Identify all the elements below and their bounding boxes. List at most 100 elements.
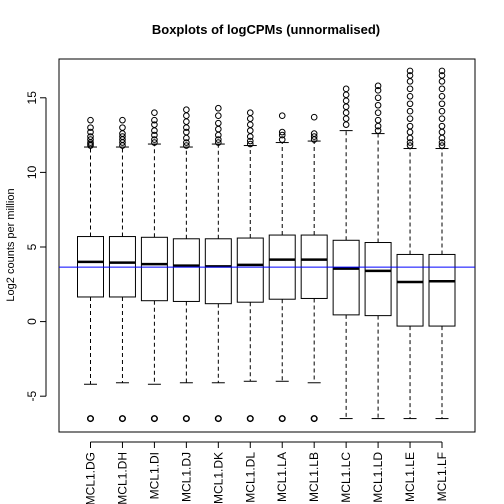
box-rect	[428, 253, 456, 327]
outlier-point	[438, 139, 446, 146]
outlier-point	[183, 118, 190, 125]
box-MCL1.DH	[108, 116, 136, 423]
outlier-point	[119, 124, 126, 131]
outlier-point	[342, 85, 350, 93]
outlier-point	[86, 415, 94, 423]
box-rect	[236, 237, 264, 303]
outlier-point	[118, 415, 126, 423]
boxes-group	[77, 67, 456, 423]
outlier-point	[374, 101, 382, 109]
outlier-point	[406, 107, 414, 115]
outlier-point	[215, 139, 222, 146]
outlier-point	[151, 136, 158, 143]
outlier-point	[438, 115, 446, 122]
outlier-point	[215, 136, 222, 143]
box-MCL1.DL	[236, 109, 264, 423]
outlier-point	[342, 91, 350, 99]
outlier-point	[246, 415, 254, 423]
box-MCL1.DK	[204, 104, 232, 423]
outlier-point	[406, 67, 414, 75]
outlier-point	[87, 133, 94, 140]
outlier-point	[406, 85, 414, 93]
outlier-point	[119, 116, 126, 124]
outlier-point	[246, 115, 254, 122]
outlier-point	[87, 116, 94, 124]
outlier-point	[310, 130, 318, 137]
y-tick-label: 0	[25, 318, 39, 325]
outlier-point	[183, 139, 190, 146]
box-MCL1.DG	[77, 116, 104, 423]
outlier-point	[246, 109, 254, 117]
outlier-point	[151, 131, 158, 139]
outlier-point	[438, 85, 446, 93]
outlier-point	[406, 128, 414, 136]
outlier-point	[438, 93, 446, 100]
box-rect	[364, 242, 392, 317]
outlier-point	[246, 137, 254, 145]
outlier-point	[438, 128, 446, 136]
box-MCL1.LD	[364, 82, 392, 420]
plot-frame	[58, 58, 476, 433]
y-tick-label: -5	[25, 391, 39, 402]
x-tick-label: MCL1.LC	[339, 452, 353, 503]
outlier-point	[342, 109, 350, 117]
outlier-point	[438, 72, 446, 79]
box-MCL1.LB	[300, 113, 328, 423]
outlier-point	[374, 116, 382, 124]
outlier-point	[151, 116, 158, 124]
outlier-point	[151, 121, 158, 128]
outlier-point	[374, 127, 382, 134]
outlier-point	[374, 94, 382, 102]
outlier-point	[406, 72, 414, 79]
outlier-point	[87, 136, 94, 143]
y-axis: -5 0 5 10 15	[25, 91, 47, 402]
outlier-point	[119, 133, 126, 140]
x-tick-label: MCL1.DH	[115, 452, 129, 504]
outlier-point	[215, 119, 222, 127]
chart-title: Boxplots of logCPMs (unnormalised)	[152, 22, 380, 37]
x-tick-label: MCL1.LD	[371, 452, 385, 503]
outlier-point	[406, 115, 414, 122]
box-rect	[396, 253, 424, 327]
outlier-point	[406, 78, 414, 85]
outlier-point	[150, 415, 158, 423]
box-MCL1.DI	[140, 109, 168, 423]
x-tick-label: MCL1.LA	[275, 452, 289, 502]
outlier-point	[246, 127, 254, 134]
x-tick-label: MCL1.DG	[84, 452, 98, 504]
outlier-point	[406, 122, 414, 130]
outlier-point	[438, 67, 446, 75]
box-MCL1.LE	[396, 67, 424, 420]
box-rect	[140, 236, 168, 302]
outlier-point	[278, 128, 286, 136]
outlier-point	[183, 112, 190, 119]
x-tick-label: MCL1.DI	[147, 452, 161, 499]
outlier-point	[87, 128, 94, 136]
outlier-point	[278, 136, 286, 143]
outlier-point	[182, 415, 190, 423]
x-tick-label: MCL1.DK	[211, 452, 225, 504]
outlier-point	[438, 142, 446, 149]
outlier-point	[374, 87, 382, 94]
outlier-point	[438, 122, 446, 130]
outlier-point	[87, 124, 94, 131]
outlier-point	[310, 415, 318, 423]
outlier-point	[215, 125, 222, 133]
x-tick-label: MCL1.LF	[435, 452, 449, 501]
outlier-point	[151, 139, 158, 146]
x-tick-label: MCL1.LB	[307, 452, 321, 502]
x-tick-label: MCL1.DJ	[179, 452, 193, 502]
outlier-point	[406, 93, 414, 100]
outlier-point	[278, 131, 286, 139]
box-rect	[172, 238, 200, 302]
box-MCL1.DJ	[172, 106, 200, 423]
outlier-point	[342, 121, 350, 128]
outlier-point	[183, 128, 190, 136]
y-axis-label: Log2 counts per million	[5, 188, 17, 301]
x-tick-label: MCL1.LE	[403, 452, 417, 502]
outlier-point	[342, 97, 350, 105]
outlier-point	[214, 415, 222, 423]
box-rect	[204, 238, 232, 305]
y-tick-label: 10	[25, 165, 39, 179]
